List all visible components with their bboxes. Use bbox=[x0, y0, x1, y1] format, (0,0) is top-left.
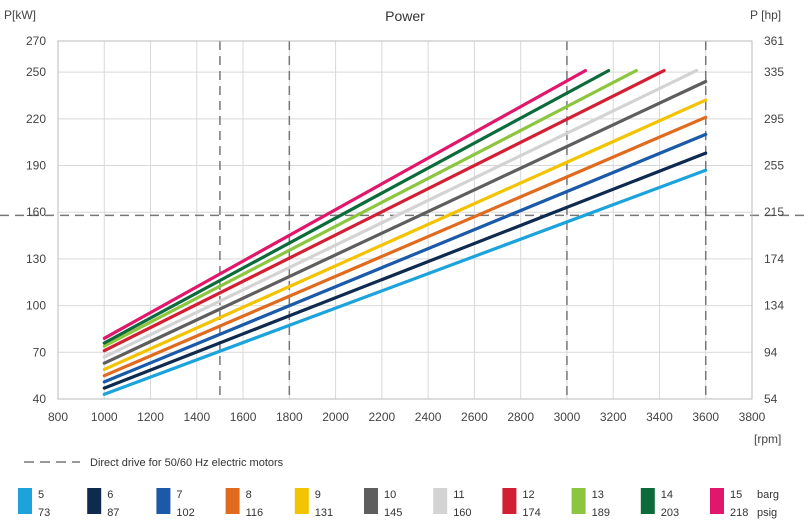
series-line-6 bbox=[102, 151, 708, 390]
legend: Direct drive for 50/60 Hz electric motor… bbox=[18, 457, 779, 519]
x-tick-label: 2400 bbox=[415, 410, 442, 424]
legend-psig-value: 174 bbox=[522, 507, 540, 519]
x-tick-label: 2600 bbox=[461, 410, 488, 424]
legend-barg-value: 5 bbox=[38, 489, 44, 501]
y-right-tick-label: 94 bbox=[764, 345, 778, 359]
y-tick-label: 250 bbox=[26, 65, 46, 79]
y-tick-label: 100 bbox=[26, 299, 46, 313]
legend-swatch-5 bbox=[18, 488, 32, 514]
legend-swatch-10 bbox=[364, 488, 378, 514]
legend-swatch-14 bbox=[640, 488, 655, 514]
x-tick-label: 3800 bbox=[739, 410, 766, 424]
legend-swatch-13 bbox=[571, 488, 586, 514]
y-right-tick-label: 335 bbox=[764, 65, 784, 79]
series-line-15 bbox=[102, 68, 588, 340]
legend-barg-value: 7 bbox=[176, 489, 182, 501]
legend-psig-value: 87 bbox=[107, 507, 119, 519]
legend-barg-value: 11 bbox=[453, 489, 464, 501]
reference-lines bbox=[0, 41, 808, 399]
legend-swatch-8 bbox=[225, 488, 240, 514]
legend-barg-value: 12 bbox=[522, 489, 534, 501]
y-right-tick-label: 134 bbox=[764, 299, 784, 313]
series-line-13 bbox=[102, 68, 638, 348]
x-tick-label: 3200 bbox=[600, 410, 627, 424]
series-lines bbox=[102, 68, 708, 396]
y-tick-label: 130 bbox=[26, 252, 46, 266]
legend-swatch-7 bbox=[156, 488, 171, 514]
legend-items: 5 73 6 87 7 102 8 116 9 131 10 145 11 160 12 174 13 189 14… bbox=[18, 488, 748, 519]
x-tick-label: 1400 bbox=[183, 410, 210, 424]
y-tick-label: 160 bbox=[26, 205, 46, 219]
legend-psig-value: 145 bbox=[384, 507, 402, 519]
legend-psig-value: 131 bbox=[315, 507, 333, 519]
legend-barg-value: 6 bbox=[107, 489, 113, 501]
x-tick-label: 2800 bbox=[507, 410, 534, 424]
series-line-7 bbox=[102, 132, 708, 384]
series-line-10 bbox=[102, 79, 708, 365]
legend-psig-value: 160 bbox=[453, 507, 471, 519]
legend-unit-barg: barg bbox=[757, 489, 779, 501]
y-tick-label: 70 bbox=[33, 345, 47, 359]
legend-barg-value: 15 bbox=[730, 489, 742, 501]
x-tick-label: 3000 bbox=[554, 410, 581, 424]
series-line-12 bbox=[102, 68, 666, 353]
legend-swatch-15 bbox=[710, 488, 724, 514]
y-right-tick-label: 255 bbox=[764, 159, 784, 173]
legend-psig-value: 218 bbox=[730, 507, 748, 519]
x-tick-label: 800 bbox=[48, 410, 68, 424]
x-tick-label: 3600 bbox=[692, 410, 719, 424]
x-axis-label: [rpm] bbox=[754, 432, 781, 446]
y-tick-label: 270 bbox=[26, 34, 46, 48]
y-tick-labels-right: 54 94 134 174 215 255 295 335 361 bbox=[764, 34, 784, 406]
legend-barg-value: 9 bbox=[315, 489, 321, 501]
legend-swatch-9 bbox=[294, 488, 309, 514]
legend-swatch-12 bbox=[502, 488, 517, 514]
legend-swatch-11 bbox=[433, 488, 448, 514]
x-tick-label: 2000 bbox=[322, 410, 349, 424]
legend-unit-psig: psig bbox=[757, 507, 777, 519]
x-tick-labels: 800 1000 1200 1400 1600 1800 2000 2200 2400 2600 2… bbox=[48, 410, 766, 424]
x-tick-label: 2200 bbox=[369, 410, 396, 424]
legend-swatch-6 bbox=[87, 488, 102, 514]
y-tick-label: 190 bbox=[26, 159, 46, 173]
y-right-tick-label: 215 bbox=[764, 205, 784, 219]
legend-psig-value: 116 bbox=[246, 507, 264, 519]
y-tick-label: 40 bbox=[33, 392, 47, 406]
y-right-tick-label: 295 bbox=[764, 112, 784, 126]
series-line-11 bbox=[102, 68, 699, 359]
legend-psig-value: 102 bbox=[176, 507, 194, 519]
chart-title: Power bbox=[385, 8, 425, 24]
legend-psig-value: 189 bbox=[592, 507, 610, 519]
x-tick-label: 1200 bbox=[137, 410, 164, 424]
y-right-tick-label: 361 bbox=[764, 34, 784, 48]
y-axis-label-right: P [hp] bbox=[750, 8, 781, 22]
series-line-14 bbox=[102, 68, 611, 345]
legend-psig-value: 73 bbox=[38, 507, 50, 519]
legend-barg-value: 8 bbox=[246, 489, 252, 501]
legend-barg-value: 13 bbox=[592, 489, 604, 501]
plot-frame bbox=[57, 40, 753, 400]
x-tick-label: 1800 bbox=[276, 410, 303, 424]
y-tick-labels-left: 40 70 100 130 160 190 220 250 270 bbox=[26, 34, 46, 406]
y-tick-label: 220 bbox=[26, 112, 46, 126]
y-right-tick-label: 54 bbox=[764, 392, 778, 406]
y-right-tick-label: 174 bbox=[764, 252, 784, 266]
legend-barg-value: 10 bbox=[384, 489, 396, 501]
series-line-5 bbox=[102, 168, 708, 396]
x-tick-label: 1600 bbox=[230, 410, 257, 424]
legend-dashed-label: Direct drive for 50/60 Hz electric motor… bbox=[90, 457, 284, 469]
legend-barg-value: 14 bbox=[661, 489, 673, 501]
legend-psig-value: 203 bbox=[661, 507, 679, 519]
y-axis-label-left: P[kW] bbox=[4, 8, 36, 22]
x-tick-label: 1000 bbox=[91, 410, 118, 424]
series-line-9 bbox=[102, 98, 708, 371]
x-tick-label: 3400 bbox=[646, 410, 673, 424]
series-line-8 bbox=[102, 115, 708, 378]
